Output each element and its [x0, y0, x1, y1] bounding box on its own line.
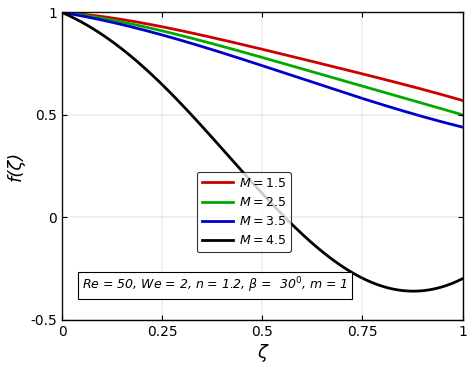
- $M = 1.5$: [298, 56, 303, 61]
- Y-axis label: f(ζ): f(ζ): [7, 151, 25, 181]
- $M = 4.5$: [249, 180, 255, 185]
- $M = 3.5$: [450, 123, 456, 127]
- Line: $M = 1.5$: $M = 1.5$: [62, 13, 463, 100]
- $M = 4.5$: [298, 230, 303, 235]
- $M = 1.5$: [388, 79, 393, 83]
- $M = 3.5$: [59, 10, 65, 15]
- $M = 4.5$: [252, 183, 257, 187]
- X-axis label: ζ: ζ: [257, 344, 267, 362]
- $M = 4.5$: [276, 209, 282, 213]
- $M = 2.5$: [276, 60, 282, 64]
- $M = 3.5$: [388, 105, 393, 109]
- $M = 1.5$: [460, 98, 465, 103]
- $M = 1.5$: [59, 10, 65, 15]
- $M = 3.5$: [298, 76, 303, 80]
- $M = 1.5$: [450, 96, 456, 100]
- Line: $M = 3.5$: $M = 3.5$: [62, 13, 463, 127]
- $M = 4.5$: [460, 276, 465, 281]
- $M = 3.5$: [276, 69, 282, 73]
- $M = 2.5$: [249, 52, 255, 57]
- $M = 1.5$: [249, 45, 255, 49]
- $M = 2.5$: [460, 113, 465, 117]
- Legend: $M = 1.5$, $M = 2.5$, $M = 3.5$, $M = 4.5$: $M = 1.5$, $M = 2.5$, $M = 3.5$, $M = 4.…: [197, 172, 291, 252]
- $M = 4.5$: [451, 280, 456, 285]
- $M = 2.5$: [388, 92, 393, 96]
- Line: $M = 2.5$: $M = 2.5$: [62, 13, 463, 115]
- Line: $M = 4.5$: $M = 4.5$: [62, 13, 463, 291]
- $M = 4.5$: [411, 289, 417, 293]
- $M = 3.5$: [460, 125, 465, 130]
- Text: $\it{Re}$ = 50, $\it{We}$ = 2, $\it{n}$ = 1.2, $\beta$ =  30$^0$, $\it{m}$ = 1: $\it{Re}$ = 50, $\it{We}$ = 2, $\it{n}$ …: [82, 276, 348, 295]
- $M = 4.5$: [59, 10, 65, 15]
- $M = 2.5$: [450, 110, 456, 114]
- $M = 2.5$: [298, 66, 303, 70]
- $M = 1.5$: [276, 51, 282, 55]
- $M = 3.5$: [252, 61, 257, 65]
- $M = 1.5$: [252, 45, 257, 50]
- $M = 3.5$: [249, 60, 255, 65]
- $M = 2.5$: [252, 53, 257, 58]
- $M = 2.5$: [59, 10, 65, 15]
- $M = 4.5$: [388, 286, 393, 291]
